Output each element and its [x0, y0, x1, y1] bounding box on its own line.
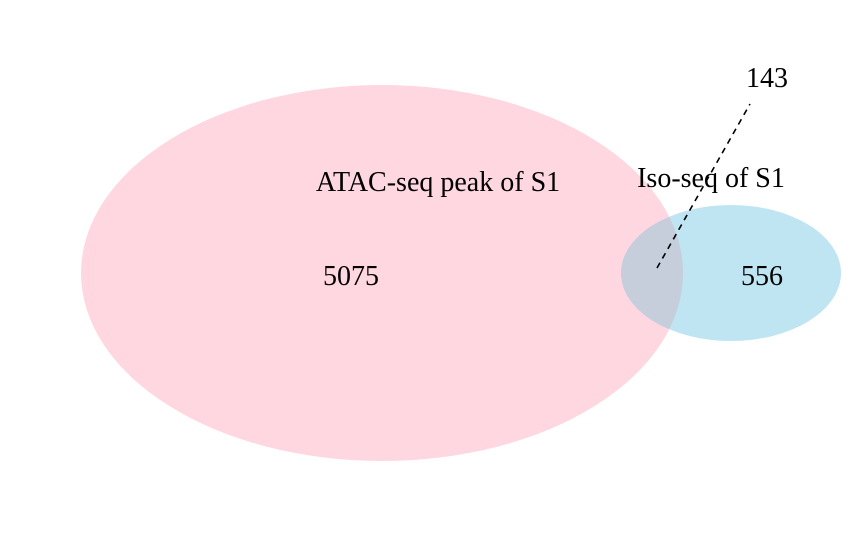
intersection-region — [621, 205, 683, 341]
set-a-label: ATAC-seq peak of S1 — [316, 167, 560, 198]
intersection-count: 143 — [746, 63, 788, 94]
set-b-label: Iso-seq of S1 — [637, 163, 785, 194]
set-a-only-count: 5075 — [323, 261, 379, 292]
intersection-leader-line — [656, 103, 751, 269]
set-b-only-count: 556 — [741, 261, 783, 292]
set-a-ellipse — [81, 85, 683, 461]
